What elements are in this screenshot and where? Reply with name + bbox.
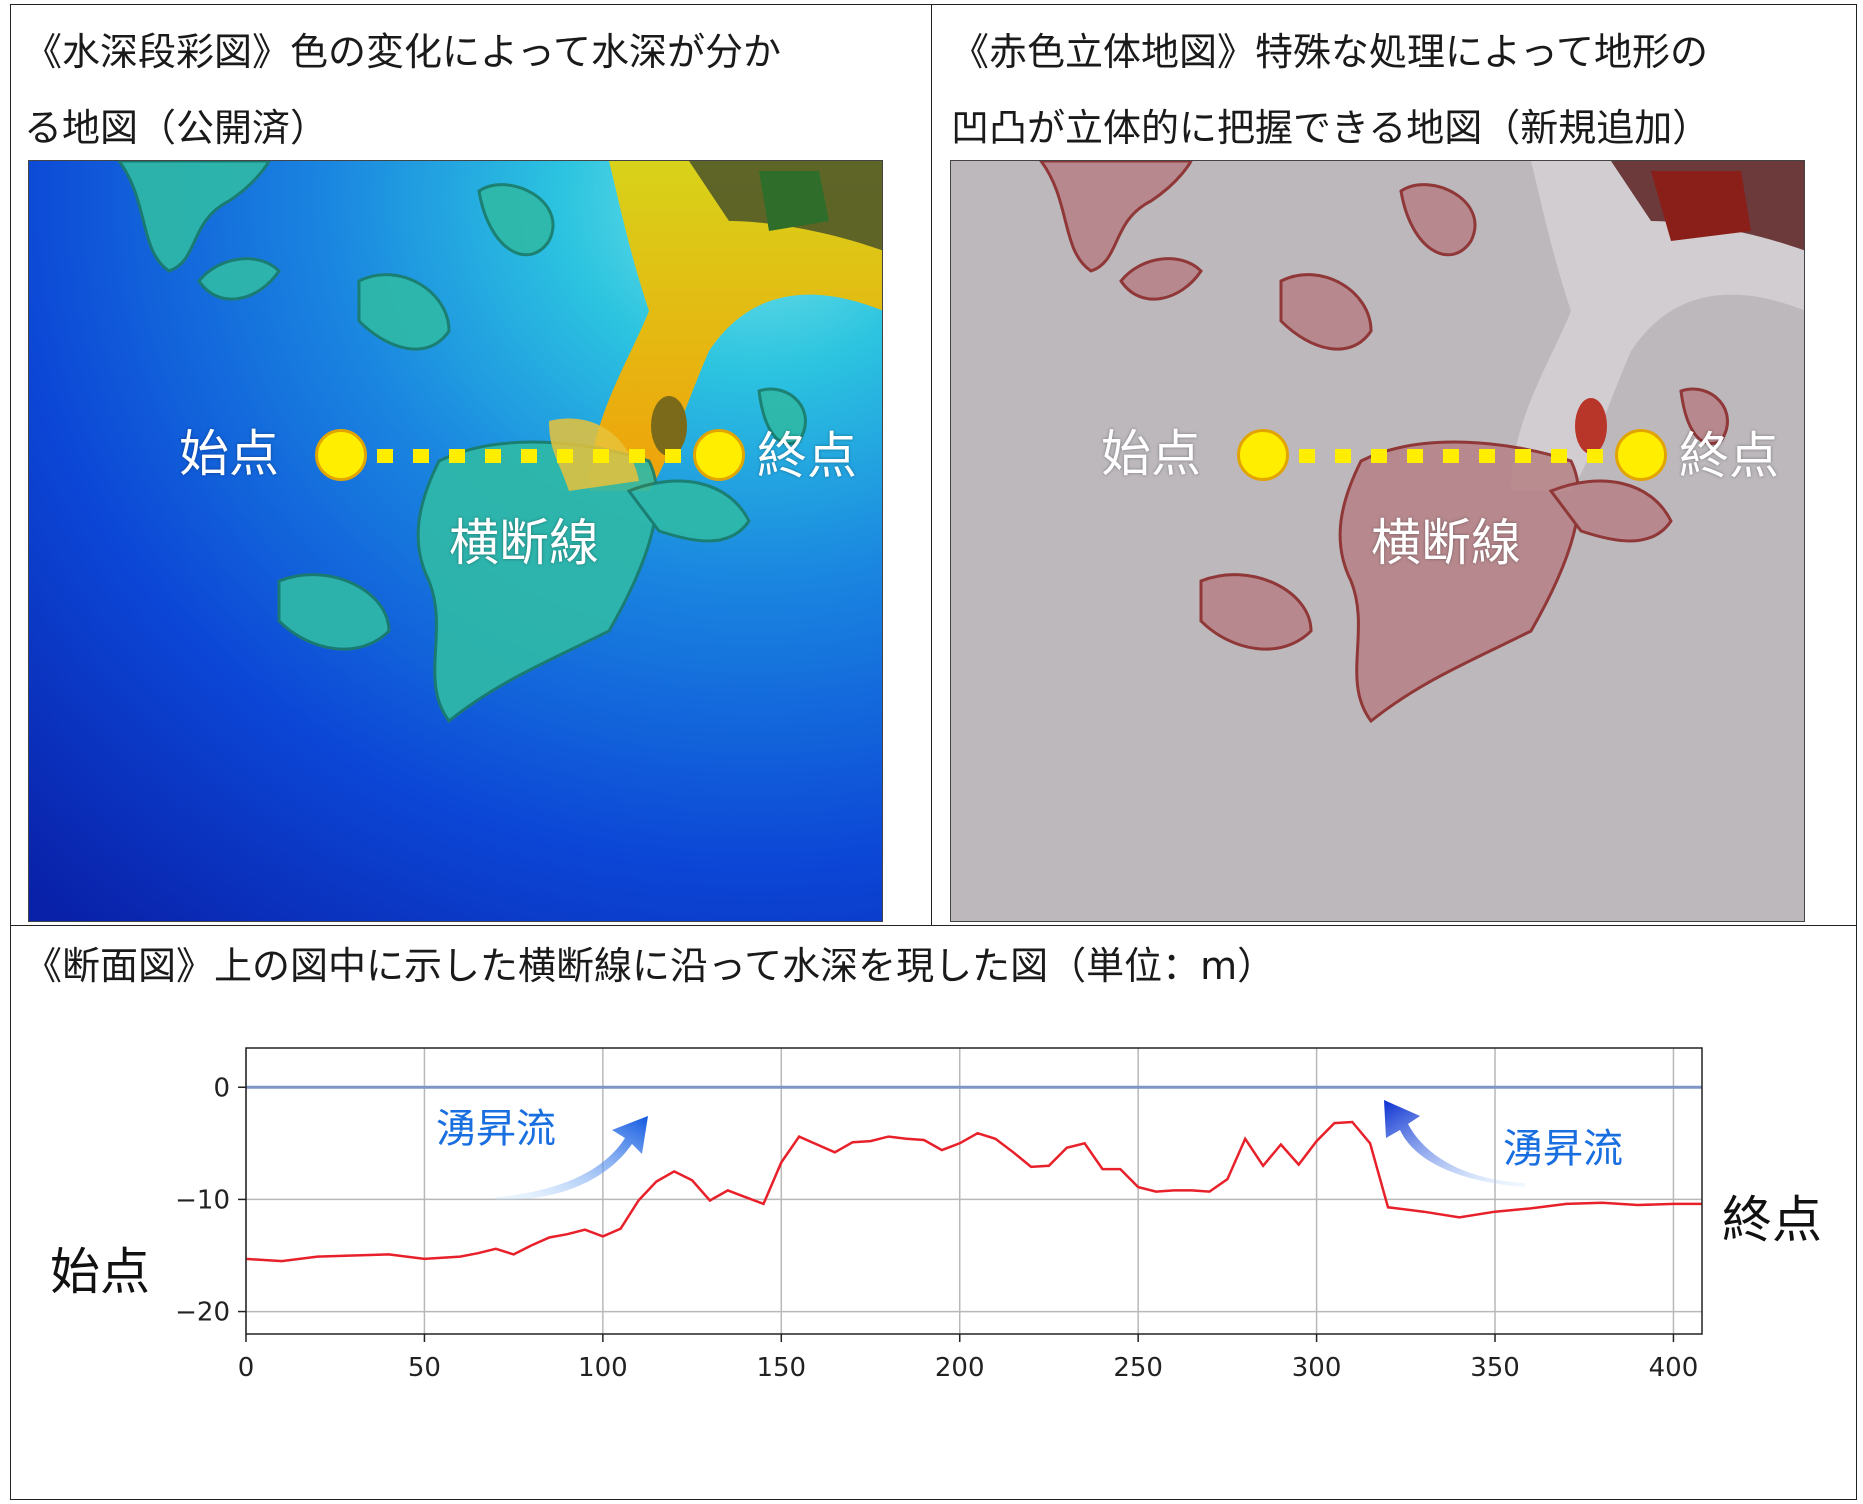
profile-plot: 0 50 100 150 200 250 300 350 400 0 −10 −20 湧昇流 湧昇流 bbox=[175, 1047, 1703, 1383]
grid bbox=[245, 1048, 1702, 1334]
profile-start-label: 始点 bbox=[50, 1243, 150, 1301]
depth-map-caption-line1: 《水深段彩図》色の変化によって水深が分か bbox=[24, 30, 781, 74]
relief-start-label: 始点 bbox=[1101, 425, 1201, 483]
depth-start-marker bbox=[315, 429, 367, 481]
depth-map-image bbox=[29, 161, 882, 921]
depth-color-map: 始点 終点 横断線 bbox=[28, 160, 883, 922]
profile-caption: 《断面図》上の図中に示した横断線に沿って水深を現した図（単位：m） bbox=[24, 944, 1276, 988]
x-tick-label: 300 bbox=[1292, 1353, 1342, 1383]
relief-map-image bbox=[951, 161, 1804, 921]
x-tick-label: 350 bbox=[1470, 1353, 1520, 1383]
relief-transect-label: 横断線 bbox=[1371, 514, 1521, 572]
x-tick-label: 50 bbox=[408, 1353, 441, 1383]
bottom-cell bbox=[10, 925, 1857, 1500]
y-ticks: 0 −10 −20 bbox=[175, 1073, 246, 1328]
upwelling-label-left: 湧昇流 bbox=[436, 1106, 556, 1152]
relief-map-caption-line1: 《赤色立体地図》特殊な処理によって地形の bbox=[951, 30, 1708, 74]
x-tick-label: 400 bbox=[1649, 1353, 1699, 1383]
upwelling-arrow-right bbox=[1384, 1100, 1525, 1187]
x-tick-label: 150 bbox=[756, 1353, 806, 1383]
relief-start-marker bbox=[1237, 429, 1289, 481]
depth-profile-chart: 0 50 100 150 200 250 300 350 400 0 −10 −20 湧昇流 湧昇流 bbox=[0, 1020, 1863, 1480]
upwelling-label-right: 湧昇流 bbox=[1503, 1126, 1623, 1172]
depth-end-marker bbox=[693, 429, 745, 481]
x-tick-label: 250 bbox=[1113, 1353, 1163, 1383]
relief-end-label: 終点 bbox=[1679, 427, 1779, 485]
profile-end-label: 終点 bbox=[1722, 1191, 1822, 1249]
x-tick-label: 0 bbox=[238, 1353, 255, 1383]
relief-transect-line bbox=[1299, 449, 1617, 463]
y-tick-label: −10 bbox=[175, 1185, 230, 1215]
upwelling-arrow-left bbox=[495, 1116, 648, 1201]
depth-profile-series bbox=[245, 1120, 1702, 1263]
x-tick-label: 200 bbox=[935, 1353, 985, 1383]
y-tick-label: 0 bbox=[213, 1073, 230, 1103]
x-ticks: 0 50 100 150 200 250 300 350 400 bbox=[238, 1334, 1699, 1383]
depth-start-label: 始点 bbox=[179, 425, 279, 483]
y-tick-label: −20 bbox=[175, 1298, 230, 1328]
plot-frame bbox=[245, 1047, 1703, 1335]
depth-end-label: 終点 bbox=[757, 427, 857, 485]
x-tick-label: 100 bbox=[578, 1353, 628, 1383]
depth-map-caption-line2: る地図（公開済） bbox=[24, 106, 329, 150]
red-relief-map: 始点 終点 横断線 bbox=[950, 160, 1805, 922]
relief-map-caption-line2: 凹凸が立体的に把握できる地図（新規追加） bbox=[951, 106, 1711, 150]
depth-transect-label: 横断線 bbox=[449, 514, 599, 572]
depth-transect-line bbox=[377, 449, 695, 463]
relief-end-marker bbox=[1615, 429, 1667, 481]
